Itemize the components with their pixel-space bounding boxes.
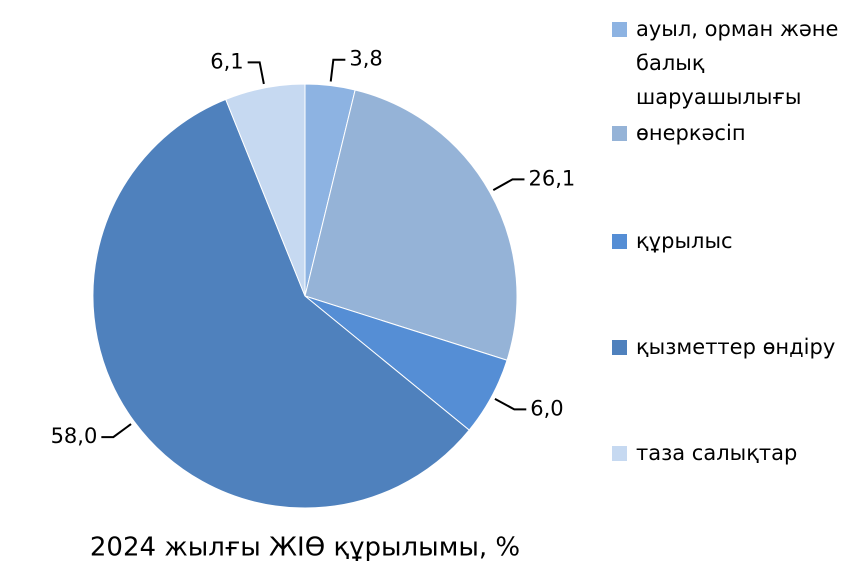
legend-swatch [612, 22, 627, 37]
legend-swatch [612, 340, 627, 355]
legend-label: құрылыс [636, 229, 733, 253]
legend-item: ауыл, орман және балық шаруашылығы [612, 12, 852, 114]
legend-swatch [612, 446, 627, 461]
data-label: 26,1 [528, 166, 575, 190]
chart-title: 2024 жылғы ЖІӨ құрылымы, % [90, 533, 520, 563]
legend-item: құрылыс [612, 224, 852, 258]
pie-slice [225, 83, 306, 297]
data-label: 6,1 [210, 49, 243, 73]
leader-line [247, 61, 265, 85]
pie-slice [304, 89, 518, 361]
legend-item: қызметтер өндіру [612, 330, 852, 364]
legend-item: өнеркәсіп [612, 116, 852, 150]
legend-item: таза салықтар [612, 436, 852, 470]
legend-swatch [612, 126, 627, 141]
data-label: 3,8 [349, 47, 382, 71]
leader-line [494, 397, 527, 411]
leader-line [329, 58, 346, 82]
leader-line [492, 178, 525, 192]
legend-label: таза салықтар [636, 441, 798, 465]
legend-label: өнеркәсіп [636, 121, 746, 145]
pie-slice [92, 98, 470, 509]
legend-label: қызметтер өндіру [636, 335, 836, 359]
data-label: 58,0 [51, 424, 98, 448]
legend-swatch [612, 234, 627, 249]
legend-label: ауыл, орман және балық шаруашылығы [636, 17, 839, 109]
leader-line [101, 423, 132, 439]
data-label: 6,0 [530, 396, 563, 420]
